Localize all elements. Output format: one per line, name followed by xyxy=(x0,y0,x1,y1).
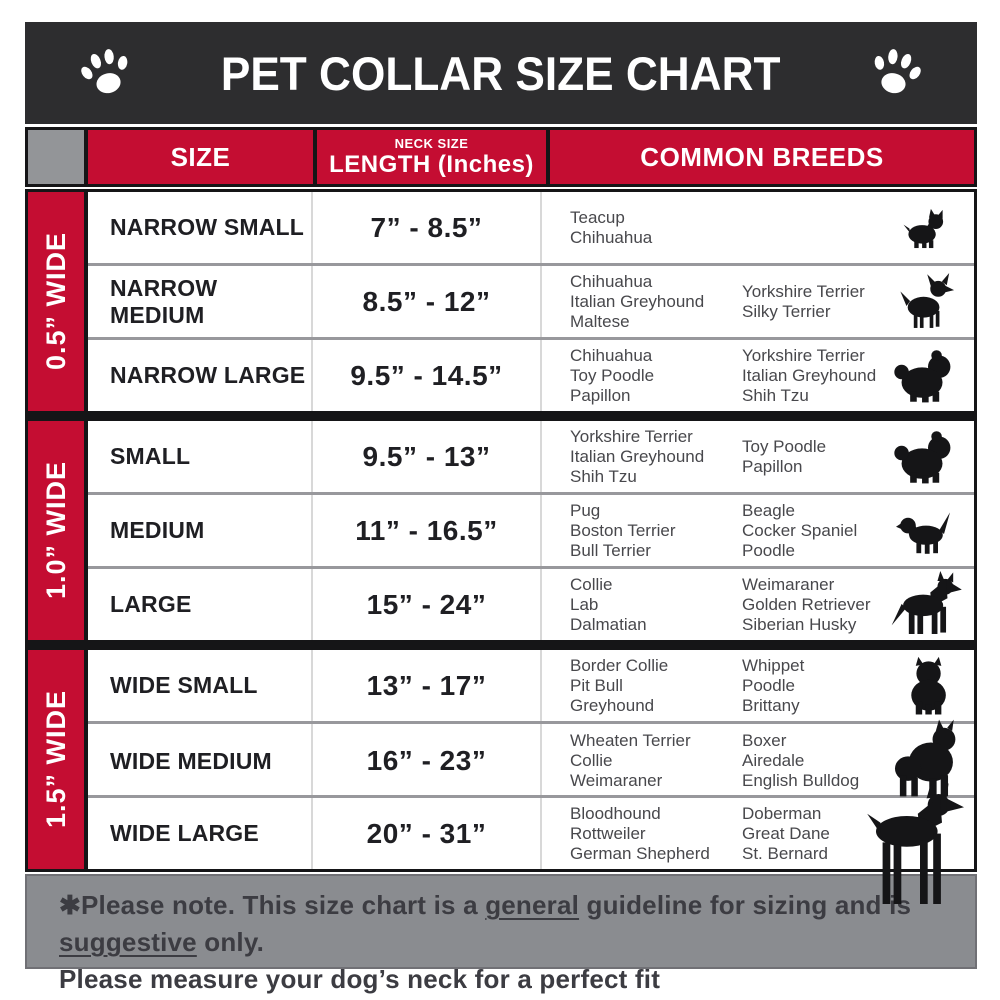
shih-tzu-dog-icon xyxy=(893,426,959,488)
breeds-column-2: Yorkshire Terrier Silky Terrier xyxy=(742,281,865,321)
column-header-neck-size: NECK SIZE LENGTH (Inches) xyxy=(317,130,546,184)
note-line-2: Please measure your dog’s neck for a per… xyxy=(59,964,661,994)
table-row: SMALL 9.5” - 13” Yorkshire Terrier Itali… xyxy=(88,421,974,492)
length-cell: 8.5” - 12” xyxy=(313,266,542,337)
breeds-cell: Collie Lab Dalmatian Weimaraner Golden R… xyxy=(542,569,974,640)
breeds-column-2: Doberman Great Dane St. Bernard xyxy=(742,803,830,863)
size-cell: SMALL xyxy=(88,421,313,492)
table-row: NARROW SMALL 7” - 8.5” Teacup Chihuahua xyxy=(88,192,974,263)
paw-print-icon xyxy=(71,38,141,108)
note-bar: ✱Please note. This size chart is a gener… xyxy=(25,874,977,994)
table-row: LARGE 15” - 24” Collie Lab Dalmatian Wei… xyxy=(88,566,974,640)
title-bar: PET COLLAR SIZE CHART xyxy=(25,22,977,124)
breeds-cell: Wheaten Terrier Collie Weimaraner Boxer … xyxy=(542,724,974,798)
note-line-1: ✱Please note. This size chart is a gener… xyxy=(59,890,912,957)
breeds-column-2: Whippet Poodle Brittany xyxy=(742,655,805,715)
shih-tzu-dog-icon xyxy=(893,345,959,407)
table-row: WIDE LARGE 20” - 31” Bloodhound Rottweil… xyxy=(88,795,974,869)
width-group-label: 1.0” WIDE xyxy=(40,461,71,600)
breeds-column-1: Collie Lab Dalmatian xyxy=(570,574,647,634)
size-cell: NARROW SMALL xyxy=(88,192,313,263)
table-body: 0.5” WIDE NARROW SMALL 7” - 8.5” Teacup … xyxy=(25,189,977,872)
page-title: PET COLLAR SIZE CHART xyxy=(221,46,781,100)
size-cell: WIDE MEDIUM xyxy=(88,724,313,798)
pit-bull-dog-icon xyxy=(894,655,958,717)
neck-size-mainlabel: LENGTH (Inches) xyxy=(329,151,534,178)
table-row: NARROW LARGE 9.5” - 14.5” Chihuahua Toy … xyxy=(88,337,974,411)
width-group-15: 1.5” WIDE WIDE SMALL 13” - 17” Border Co… xyxy=(25,647,977,872)
size-chart-table: SIZE NECK SIZE LENGTH (Inches) COMMON BR… xyxy=(25,127,977,872)
size-cell: LARGE xyxy=(88,569,313,640)
column-header-common-breeds: COMMON BREEDS xyxy=(550,130,974,184)
breeds-column-1: Teacup Chihuahua xyxy=(570,207,653,247)
width-group-label-cell: 1.5” WIDE xyxy=(28,650,84,869)
german-shepherd-dog-icon xyxy=(886,571,966,639)
breeds-cell: Chihuahua Italian Greyhound Maltese York… xyxy=(542,266,974,337)
width-group-10: 1.0” WIDE SMALL 9.5” - 13” Yorkshire Ter… xyxy=(25,418,977,643)
breeds-column-2: Toy Poodle Papillon xyxy=(742,436,827,476)
length-cell: 9.5” - 14.5” xyxy=(313,340,542,411)
breeds-column-2: Beagle Cocker Spaniel Poodle xyxy=(742,500,858,560)
width-group-label-cell: 1.0” WIDE xyxy=(28,421,84,640)
table-row: MEDIUM 11” - 16.5” Pug Boston Terrier Bu… xyxy=(88,492,974,566)
underlined-word: general xyxy=(485,890,580,920)
length-cell: 11” - 16.5” xyxy=(313,495,542,566)
table-row: NARROW MEDIUM 8.5” - 12” Chihuahua Itali… xyxy=(88,263,974,337)
table-row: WIDE SMALL 13” - 17” Border Collie Pit B… xyxy=(88,650,974,721)
breeds-cell: Chihuahua Toy Poodle Papillon Yorkshire … xyxy=(542,340,974,411)
size-cell: WIDE LARGE xyxy=(88,798,313,869)
length-cell: 15” - 24” xyxy=(313,569,542,640)
length-cell: 20” - 31” xyxy=(313,798,542,869)
size-cell: NARROW LARGE xyxy=(88,340,313,411)
breeds-cell: Yorkshire Terrier Italian Greyhound Shih… xyxy=(542,421,974,492)
breeds-column-1: Chihuahua Toy Poodle Papillon xyxy=(570,345,655,405)
yorkshire-terrier-dog-icon xyxy=(901,206,951,250)
breeds-cell: Bloodhound Rottweiler German Shepherd Do… xyxy=(542,798,974,869)
table-row: WIDE MEDIUM 16” - 23” Wheaten Terrier Co… xyxy=(88,721,974,798)
paw-print-icon xyxy=(861,38,931,108)
breeds-column-1: Pug Boston Terrier Bull Terrier xyxy=(570,500,676,560)
beagle-dog-icon xyxy=(888,504,964,558)
breeds-cell: Border Collie Pit Bull Greyhound Whippet… xyxy=(542,650,974,721)
column-header-size: SIZE xyxy=(88,130,313,184)
length-cell: 16” - 23” xyxy=(313,724,542,798)
breeds-column-1: Chihuahua Italian Greyhound Maltese xyxy=(570,271,705,331)
width-group-05: 0.5” WIDE NARROW SMALL 7” - 8.5” Teacup … xyxy=(25,189,977,414)
breeds-cell: Pug Boston Terrier Bull Terrier Beagle C… xyxy=(542,495,974,566)
length-cell: 7” - 8.5” xyxy=(313,192,542,263)
width-group-label: 1.5” WIDE xyxy=(40,690,71,829)
table-header-row: SIZE NECK SIZE LENGTH (Inches) COMMON BR… xyxy=(25,127,977,187)
underlined-word: suggestive xyxy=(59,927,197,957)
size-cell: WIDE SMALL xyxy=(88,650,313,721)
breeds-column-1: Yorkshire Terrier Italian Greyhound Shih… xyxy=(570,426,705,486)
breeds-column-2: Boxer Airedale English Bulldog xyxy=(742,731,860,790)
corner-cell xyxy=(28,130,84,184)
neck-size-sublabel: NECK SIZE xyxy=(394,136,469,151)
width-group-label: 0.5” WIDE xyxy=(40,232,71,371)
breeds-column-1: Wheaten Terrier Collie Weimaraner xyxy=(570,731,691,790)
chihuahua-dog-icon xyxy=(895,273,957,331)
breeds-column-2: Weimaraner Golden Retriever Siberian Hus… xyxy=(742,574,871,634)
breeds-column-1: Bloodhound Rottweiler German Shepherd xyxy=(570,803,710,863)
width-group-label-cell: 0.5” WIDE xyxy=(28,192,84,411)
length-cell: 9.5” - 13” xyxy=(313,421,542,492)
doberman-dog-icon xyxy=(854,783,964,915)
size-cell: MEDIUM xyxy=(88,495,313,566)
length-cell: 13” - 17” xyxy=(313,650,542,721)
breeds-column-1: Border Collie Pit Bull Greyhound xyxy=(570,655,669,715)
breeds-cell: Teacup Chihuahua xyxy=(542,192,974,263)
size-cell: NARROW MEDIUM xyxy=(88,266,313,337)
breeds-column-2: Yorkshire Terrier Italian Greyhound Shih… xyxy=(742,345,877,405)
